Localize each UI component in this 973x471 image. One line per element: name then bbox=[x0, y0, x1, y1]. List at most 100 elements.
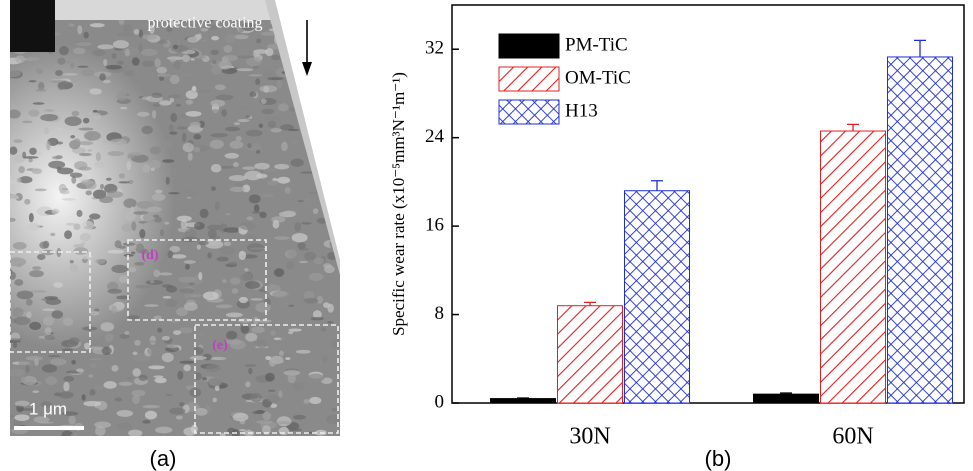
grain bbox=[28, 158, 33, 163]
grain bbox=[200, 28, 209, 32]
grain bbox=[202, 291, 219, 301]
grain bbox=[144, 304, 159, 307]
grain bbox=[187, 152, 193, 161]
grain bbox=[198, 271, 203, 281]
grain bbox=[197, 241, 209, 246]
grain bbox=[160, 140, 173, 149]
grain bbox=[32, 102, 45, 105]
grain bbox=[63, 381, 70, 392]
grain bbox=[287, 428, 303, 432]
grain bbox=[300, 171, 316, 174]
grain bbox=[251, 211, 262, 214]
grain bbox=[63, 376, 75, 382]
scale-label: 1 μm bbox=[29, 399, 67, 418]
bar bbox=[887, 56, 953, 404]
legend-swatch bbox=[498, 66, 560, 92]
grain bbox=[25, 355, 43, 361]
grain bbox=[215, 304, 232, 309]
grain bbox=[142, 34, 157, 40]
grain bbox=[285, 357, 291, 361]
grain bbox=[283, 370, 301, 376]
bar bbox=[557, 305, 623, 404]
error-bar bbox=[914, 39, 926, 57]
grain bbox=[189, 121, 201, 128]
grain bbox=[127, 377, 133, 380]
grain bbox=[10, 338, 22, 341]
grain bbox=[181, 132, 187, 143]
bar bbox=[753, 393, 819, 404]
grain bbox=[13, 316, 31, 326]
grain bbox=[45, 298, 62, 305]
grain bbox=[248, 194, 261, 204]
grain bbox=[252, 51, 260, 57]
grain bbox=[244, 267, 249, 272]
legend-swatch bbox=[498, 33, 560, 59]
grain bbox=[12, 242, 27, 250]
grain bbox=[240, 272, 253, 281]
grain bbox=[40, 401, 52, 408]
grain bbox=[127, 179, 134, 185]
grain bbox=[167, 250, 174, 259]
grain bbox=[135, 284, 152, 289]
grain bbox=[26, 311, 32, 319]
grain bbox=[161, 352, 174, 363]
grain bbox=[176, 307, 188, 317]
grain bbox=[100, 183, 105, 190]
grain bbox=[95, 258, 106, 264]
grain bbox=[169, 58, 177, 63]
grain bbox=[285, 261, 295, 270]
grain bbox=[298, 423, 305, 427]
grain bbox=[198, 330, 204, 337]
grain bbox=[212, 60, 217, 65]
grain bbox=[156, 66, 168, 74]
grain bbox=[221, 279, 227, 283]
grain bbox=[123, 70, 135, 76]
grain bbox=[210, 164, 222, 173]
grain bbox=[173, 330, 182, 335]
grain bbox=[118, 245, 126, 249]
grain bbox=[205, 364, 222, 372]
grain bbox=[223, 44, 233, 53]
grain bbox=[199, 120, 205, 128]
grain bbox=[51, 155, 62, 160]
grain bbox=[89, 88, 102, 95]
grain bbox=[207, 224, 223, 231]
grain bbox=[123, 198, 137, 208]
grain bbox=[41, 308, 56, 312]
grain bbox=[65, 222, 76, 226]
grain bbox=[267, 180, 278, 186]
grain bbox=[189, 355, 207, 361]
grain bbox=[175, 415, 183, 420]
grain bbox=[77, 141, 94, 146]
y-tick-label: 8 bbox=[435, 303, 445, 324]
grain bbox=[32, 266, 42, 270]
grain bbox=[24, 198, 31, 205]
grain bbox=[14, 155, 26, 163]
grain bbox=[160, 228, 165, 237]
y-axis-label: Specific wear rate (x10⁻⁵mm³N⁻¹m⁻¹) bbox=[389, 72, 408, 336]
grain bbox=[139, 248, 149, 255]
grain bbox=[18, 165, 25, 174]
grain bbox=[73, 138, 81, 148]
grain bbox=[258, 123, 264, 128]
grain bbox=[99, 195, 114, 204]
grain bbox=[250, 298, 263, 301]
grain bbox=[14, 400, 30, 407]
grain bbox=[118, 274, 129, 284]
grain bbox=[157, 327, 163, 333]
grain bbox=[77, 65, 89, 68]
grain bbox=[251, 326, 265, 334]
grain bbox=[193, 221, 205, 230]
grain bbox=[18, 176, 33, 184]
arrow-head bbox=[302, 62, 312, 76]
grain bbox=[256, 339, 268, 349]
micrograph: protective coating (d) (e) 1 μm bbox=[10, 0, 340, 436]
grain bbox=[89, 389, 96, 396]
legend-label: H13 bbox=[565, 100, 598, 121]
grain bbox=[153, 269, 161, 278]
y-tick-label: 24 bbox=[425, 126, 445, 147]
grain bbox=[73, 247, 88, 255]
grain bbox=[33, 416, 50, 423]
grain bbox=[210, 133, 228, 138]
grain bbox=[129, 267, 137, 273]
